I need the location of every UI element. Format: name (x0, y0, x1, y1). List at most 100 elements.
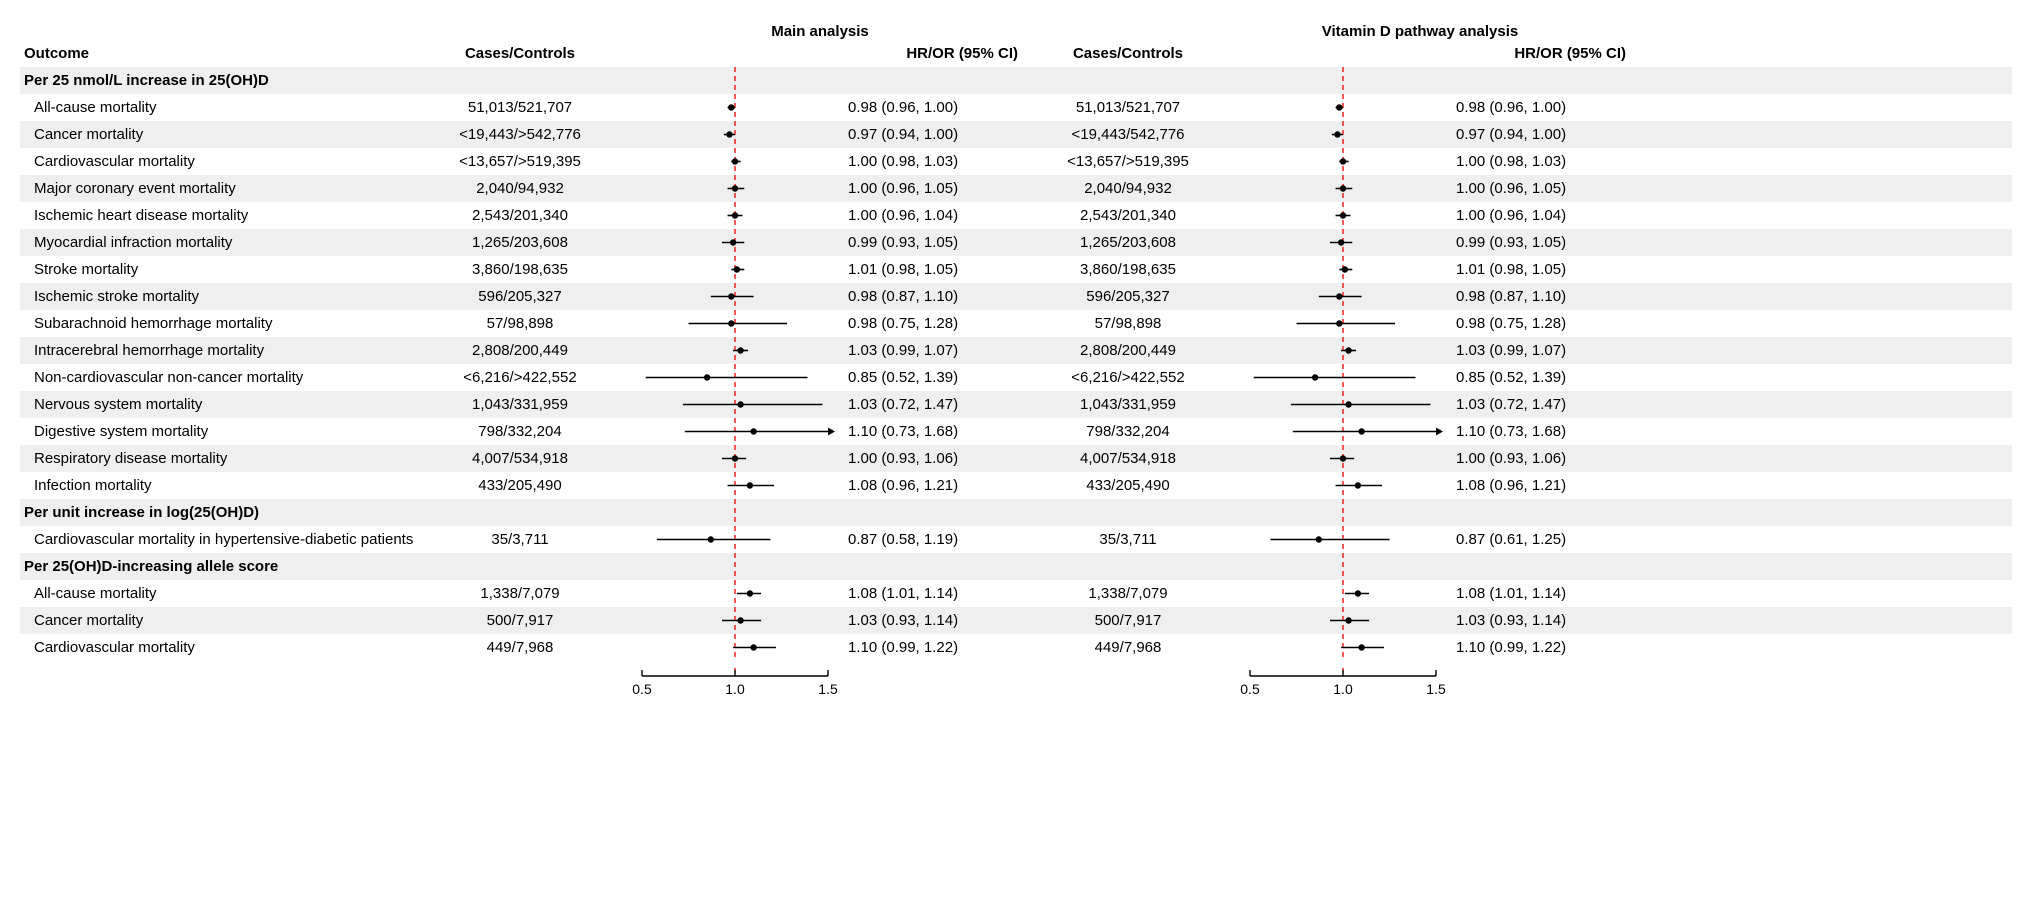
cases-controls-main: <13,657/>519,395 (410, 153, 630, 170)
estimate-main: 1.08 (1.01, 1.14) (840, 585, 1018, 602)
estimate-main: 0.98 (0.87, 1.10) (840, 288, 1018, 305)
cases-controls-vitd: <13,657/>519,395 (1018, 153, 1238, 170)
cases-controls-main: 4,007/534,918 (410, 450, 630, 467)
forest-plot-main (630, 94, 840, 121)
table-row: Digestive system mortality798/332,2041.1… (20, 418, 2012, 445)
estimate-main: 1.00 (0.93, 1.06) (840, 450, 1018, 467)
forest-plot-main (630, 229, 840, 256)
forest-plot-vitd (1238, 445, 1448, 472)
forest-plot-main (630, 445, 840, 472)
cases-controls-main: 500/7,917 (410, 612, 630, 629)
estimate-vitd: 1.01 (0.98, 1.05) (1448, 261, 1626, 278)
cases-controls-vitd: 1,265/203,608 (1018, 234, 1238, 251)
cases-controls-vitd: <6,216/>422,552 (1018, 369, 1238, 386)
forest-plot-vitd (1238, 391, 1448, 418)
cases-controls-vitd: 3,860/198,635 (1018, 261, 1238, 278)
table-row: Infection mortality433/205,4901.08 (0.96… (20, 472, 2012, 499)
estimate-vitd: 1.03 (0.93, 1.14) (1448, 612, 1626, 629)
forest-plot-main (630, 202, 840, 229)
cases-controls-vitd: 35/3,711 (1018, 531, 1238, 548)
estimate-vitd: 0.97 (0.94, 1.00) (1448, 126, 1626, 143)
estimate-main: 1.03 (0.72, 1.47) (840, 396, 1018, 413)
header-estimate-2: HR/OR (95% CI) (1448, 45, 1626, 62)
forest-plot-vitd (1238, 148, 1448, 175)
estimate-vitd: 1.00 (0.98, 1.03) (1448, 153, 1626, 170)
cases-controls-main: 433/205,490 (410, 477, 630, 494)
table-row: Myocardial infraction mortality 1,265/203… (20, 229, 2012, 256)
estimate-vitd: 1.08 (0.96, 1.21) (1448, 477, 1626, 494)
section-header-label: Per 25(OH)D-increasing allele score (20, 558, 410, 575)
outcome-label: Myocardial infraction mortality (20, 234, 410, 251)
cases-controls-main: 798/332,204 (410, 423, 630, 440)
forest-plot-vitd (1238, 310, 1448, 337)
header-outcome: Outcome (20, 45, 410, 62)
header-cases-controls-2: Cases/Controls (1018, 45, 1238, 62)
table-row: Non-cardiovascular non-cancer mortality<… (20, 364, 2012, 391)
section-header-row: Per 25 nmol/L increase in 25(OH)D (20, 67, 2012, 94)
cases-controls-vitd: <19,443/542,776 (1018, 126, 1238, 143)
estimate-vitd: 0.98 (0.87, 1.10) (1448, 288, 1626, 305)
table-row: All-cause mortality51,013/521,7070.98 (0… (20, 94, 2012, 121)
estimate-vitd: 1.10 (0.73, 1.68) (1448, 423, 1626, 440)
forest-plot-vitd (1238, 175, 1448, 202)
forest-plot-main (630, 526, 840, 553)
cases-controls-main: 2,808/200,449 (410, 342, 630, 359)
cases-controls-main: 596/205,327 (410, 288, 630, 305)
estimate-main: 1.00 (0.98, 1.03) (840, 153, 1018, 170)
cases-controls-vitd: 4,007/534,918 (1018, 450, 1238, 467)
forest-plot-main (630, 310, 840, 337)
estimate-vitd: 1.00 (0.96, 1.05) (1448, 180, 1626, 197)
svg-text:0.5: 0.5 (1240, 681, 1260, 697)
outcome-label: Cardiovascular mortality (20, 639, 410, 656)
cases-controls-main: 3,860/198,635 (410, 261, 630, 278)
cases-controls-vitd: 1,043/331,959 (1018, 396, 1238, 413)
cases-controls-main: 2,543/201,340 (410, 207, 630, 224)
estimate-vitd: 1.03 (0.72, 1.47) (1448, 396, 1626, 413)
forest-plot-vitd (1238, 472, 1448, 499)
forest-plot-vitd (1238, 337, 1448, 364)
cases-controls-main: 2,040/94,932 (410, 180, 630, 197)
estimate-main: 1.00 (0.96, 1.04) (840, 207, 1018, 224)
table-row: Ischemic heart disease mortality2,543/20… (20, 202, 2012, 229)
outcome-label: Digestive system mortality (20, 423, 410, 440)
panel-title-vitd: Vitamin D pathway analysis (1230, 23, 1610, 40)
forest-plot-vitd (1238, 418, 1448, 445)
table-row: Major coronary event mortality2,040/94,9… (20, 175, 2012, 202)
outcome-label: Ischemic stroke mortality (20, 288, 410, 305)
estimate-main: 1.08 (0.96, 1.21) (840, 477, 1018, 494)
forest-plot-main (630, 283, 840, 310)
cases-controls-main: <6,216/>422,552 (410, 369, 630, 386)
column-header-row: Outcome Cases/Controls HR/OR (95% CI) Ca… (20, 40, 2012, 67)
forest-plot-main (630, 148, 840, 175)
forest-plot-main (630, 175, 840, 202)
table-row: Nervous system mortality1,043/331,9591.0… (20, 391, 2012, 418)
forest-plot-main (630, 472, 840, 499)
outcome-label: Subarachnoid hemorrhage mortality (20, 315, 410, 332)
outcome-label: Stroke mortality (20, 261, 410, 278)
table-row: Respiratory disease mortality4,007/534,9… (20, 445, 2012, 472)
axis-row: 0.51.01.5 0.51.01.5 (20, 661, 2012, 701)
forest-plot-main (630, 634, 840, 661)
estimate-main: 1.00 (0.96, 1.05) (840, 180, 1018, 197)
forest-plot-main (630, 337, 840, 364)
cases-controls-vitd: 57/98,898 (1018, 315, 1238, 332)
estimate-vitd: 1.10 (0.99, 1.22) (1448, 639, 1626, 656)
forest-plot-vitd (1238, 121, 1448, 148)
table-row: Intracerebral hemorrhage mortality2,808/… (20, 337, 2012, 364)
panel-titles-row: Main analysis Vitamin D pathway analysis (20, 10, 2012, 40)
estimate-vitd: 1.00 (0.96, 1.04) (1448, 207, 1626, 224)
svg-text:1.5: 1.5 (1426, 681, 1446, 697)
outcome-label: All-cause mortality (20, 585, 410, 602)
forest-plot-vitd (1238, 94, 1448, 121)
outcome-label: Cardiovascular mortality in hypertensive… (20, 531, 410, 548)
estimate-vitd: 0.85 (0.52, 1.39) (1448, 369, 1626, 386)
svg-text:0.5: 0.5 (632, 681, 652, 697)
estimate-main: 0.97 (0.94, 1.00) (840, 126, 1018, 143)
outcome-label: Ischemic heart disease mortality (20, 207, 410, 224)
cases-controls-vitd: 798/332,204 (1018, 423, 1238, 440)
cases-controls-main: 57/98,898 (410, 315, 630, 332)
cases-controls-vitd: 2,040/94,932 (1018, 180, 1238, 197)
outcome-label: Intracerebral hemorrhage mortality (20, 342, 410, 359)
cases-controls-main: 1,338/7,079 (410, 585, 630, 602)
estimate-main: 1.01 (0.98, 1.05) (840, 261, 1018, 278)
